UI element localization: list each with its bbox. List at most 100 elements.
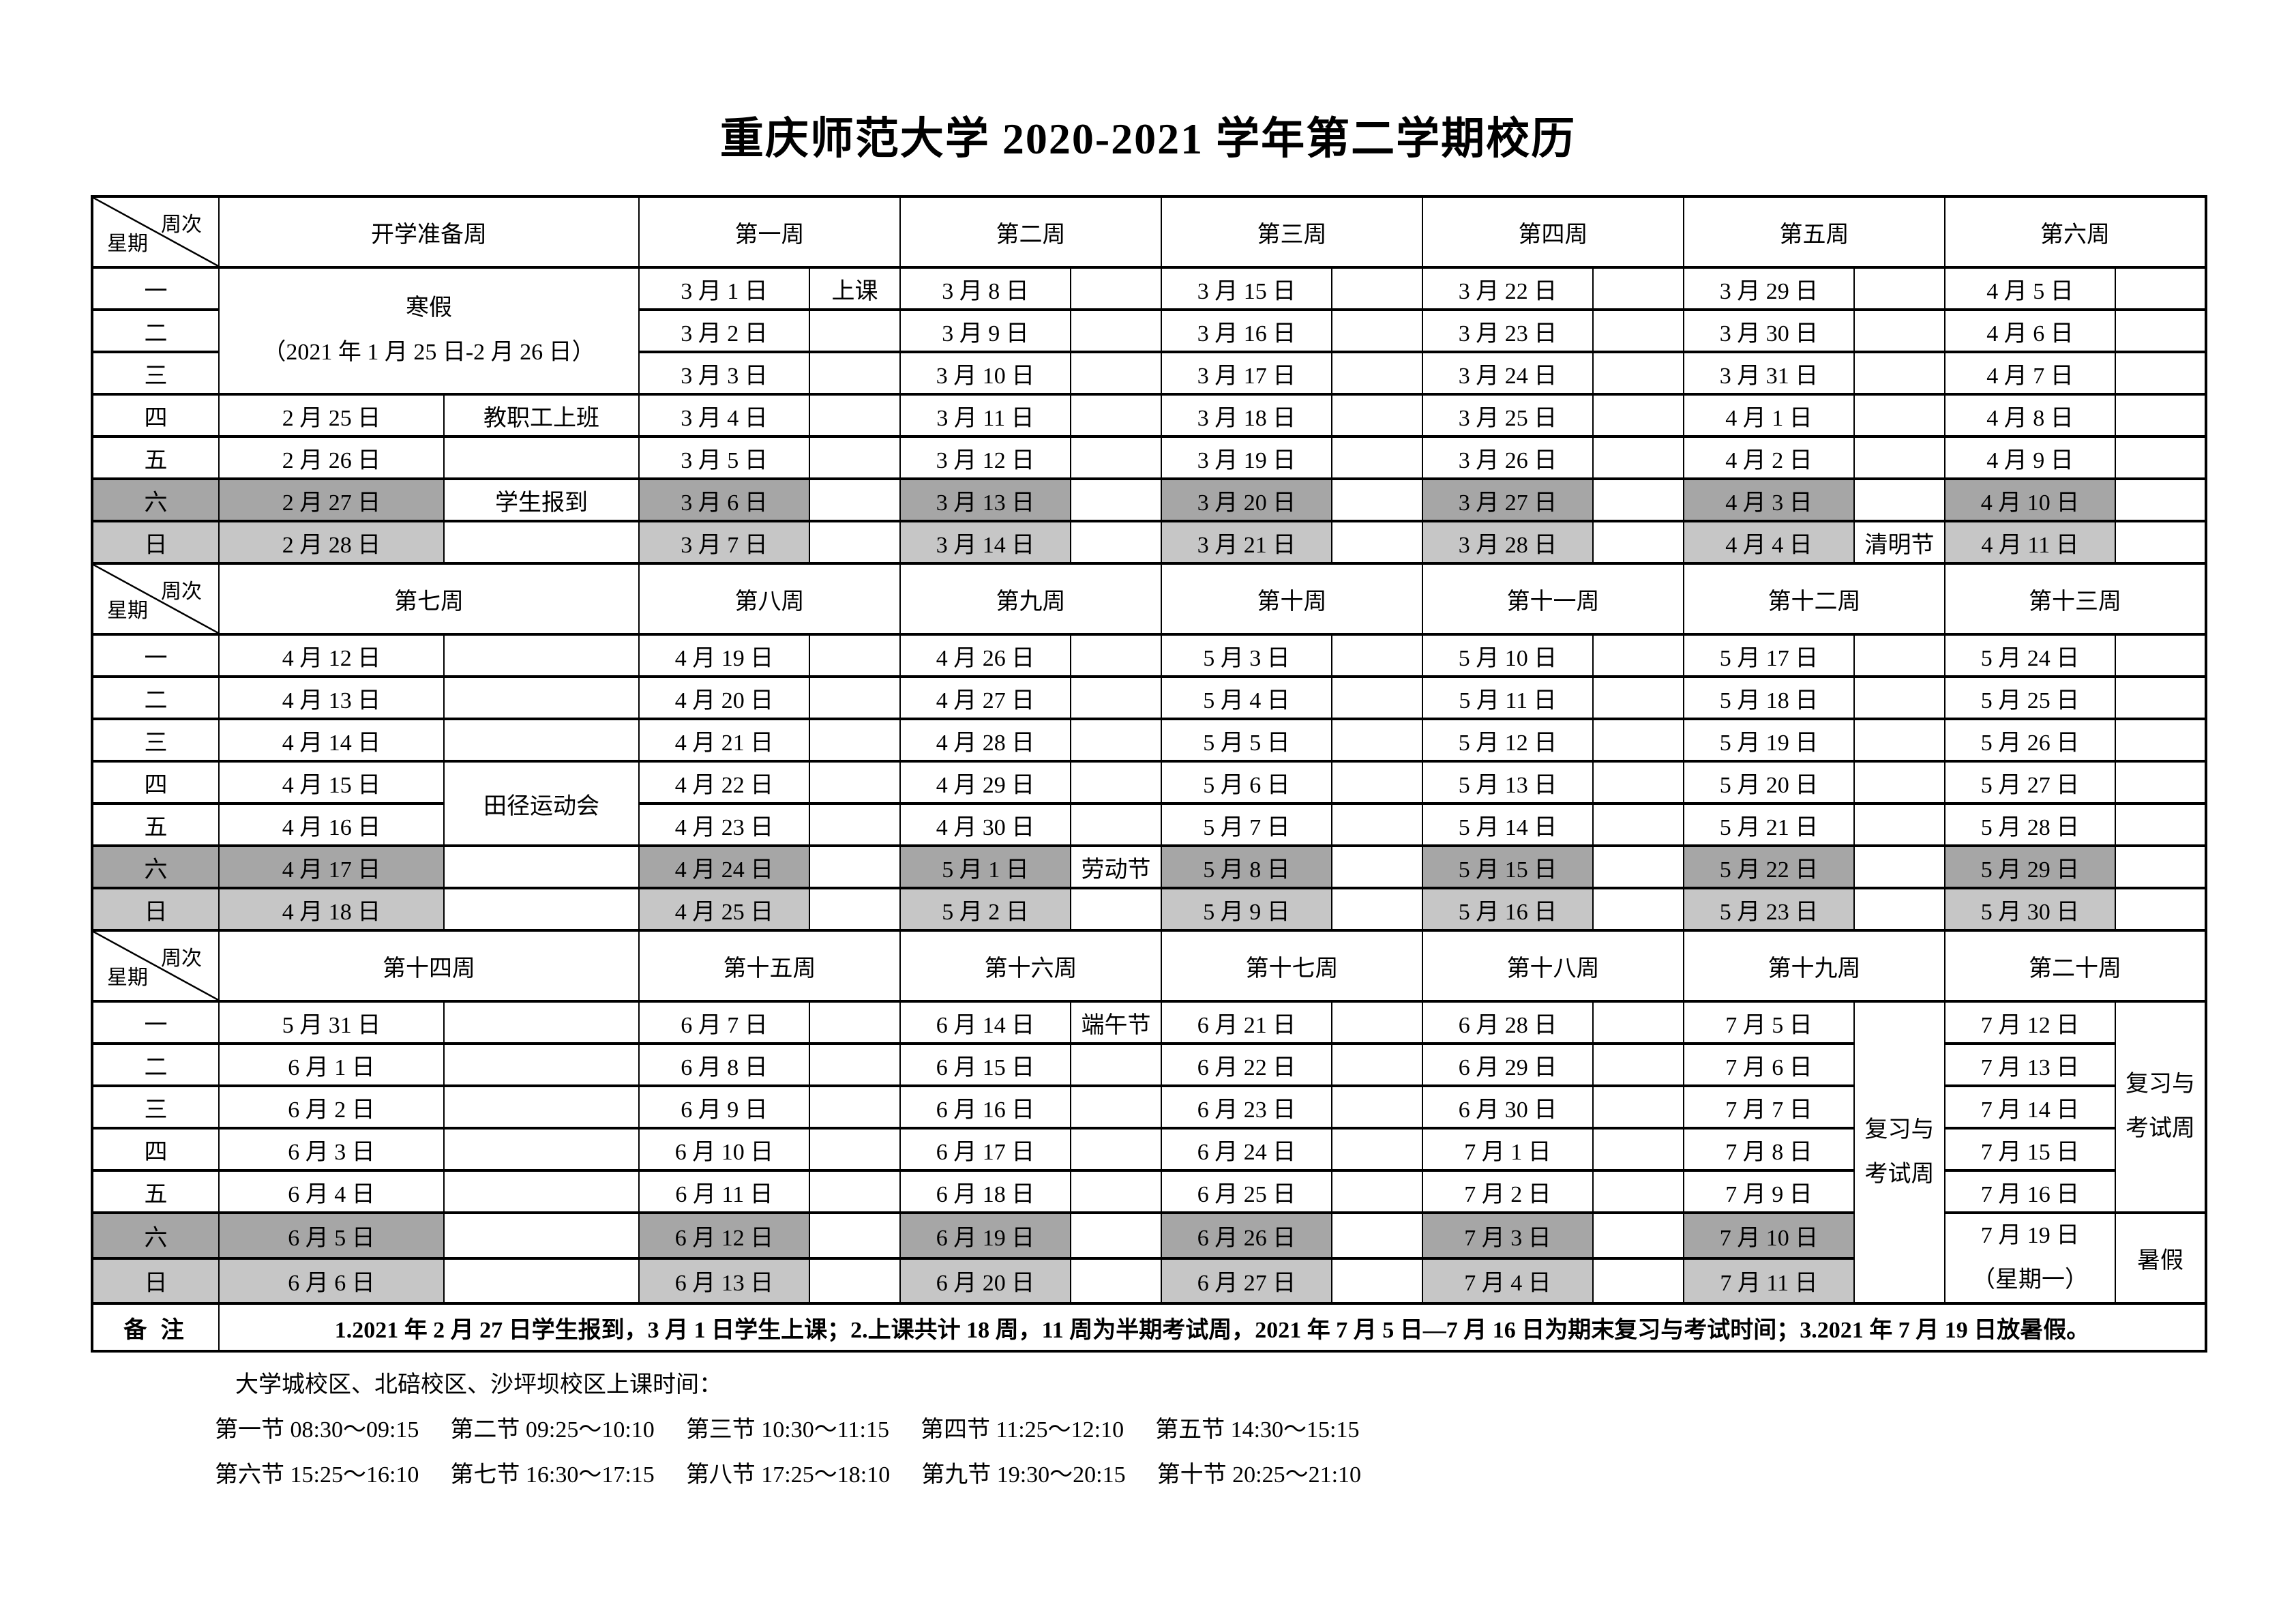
date-cell: 4 月 14 日 — [218, 718, 445, 763]
date-cell: 3 月 16 日 — [1161, 308, 1332, 353]
date-cell: 7 月 6 日 — [1683, 1042, 1855, 1087]
week-header-cell: 第四周 — [1422, 195, 1684, 269]
date-cell: 7 月 14 日 — [1944, 1084, 2116, 1130]
note-cell — [1070, 435, 1162, 480]
note-cell — [1853, 887, 1945, 932]
date-cell: 3 月 23 日 — [1422, 308, 1594, 353]
class-period: 第四节 11:25～12:10 — [920, 1417, 1124, 1443]
date-cell: 3 月 20 日 — [1161, 477, 1332, 522]
date-cell: 3 月 24 日 — [1422, 351, 1594, 396]
periods-line-1: 第一节 08:30～09:15 第二节 09:25～10:10 第三节 10:30～… — [215, 1413, 2296, 1448]
note-cell — [443, 675, 640, 720]
date-cell: 6 月 3 日 — [218, 1127, 445, 1172]
note-cell — [443, 633, 640, 678]
class-period: 第七节 16:30～17:15 — [450, 1462, 655, 1488]
date-cell: 6 月 21 日 — [1161, 1000, 1332, 1045]
note-cell — [1853, 435, 1945, 480]
date-cell: 3 月 13 日 — [899, 477, 1071, 522]
corner-cell: 周次 星期 — [91, 562, 220, 636]
page-title: 重庆师范大学 2020-2021 学年第二学期校历 — [719, 115, 1577, 163]
corner-label-weekday: 星期 — [107, 233, 148, 255]
date-cell: 3 月 5 日 — [638, 435, 810, 480]
note-cell — [809, 435, 901, 480]
section-header-row: 周次 星期 开学准备周 第一周 第二周 第三周 第四周 第五周 第六周 — [91, 195, 2207, 269]
date-cell: 4 月 30 日 — [899, 802, 1071, 847]
section-header-row: 周次 星期 第七周 第八周 第九周 第十周 第十一周 第十二周 第十三周 — [91, 562, 2207, 636]
week-header-cell: 第十六周 — [899, 929, 1162, 1003]
note-cell — [1331, 1084, 1423, 1130]
week-header-cell: 第六周 — [1944, 195, 2207, 269]
date-cell: 7 月 12 日 — [1944, 1000, 2116, 1045]
date-cell: 3 月 19 日 — [1161, 435, 1332, 480]
date-cell: 4 月 19 日 — [638, 633, 810, 678]
date-cell: 2 月 27 日 — [218, 477, 445, 522]
note-cell — [1070, 308, 1162, 353]
review-exam-week-cell: 复习与 考试周 — [1853, 999, 1945, 1305]
date-cell: 6 月 23 日 — [1161, 1084, 1332, 1130]
weekday-cell: 三 — [91, 1084, 220, 1130]
note-cell — [809, 477, 901, 522]
week-header-cell: 第十周 — [1161, 562, 1423, 636]
date-cell: 6 月 27 日 — [1161, 1256, 1332, 1305]
date-cell: 5 月 5 日 — [1161, 718, 1332, 763]
week-header-cell: 第九周 — [899, 562, 1162, 636]
date-cell: 3 月 8 日 — [899, 266, 1071, 311]
calendar-table: 周次 星期 开学准备周 第一周 第二周 第三周 第四周 第五周 第六周一寒假 （2021 年 1… — [91, 195, 2207, 1353]
date-cell: 4 月 3 日 — [1683, 477, 1855, 522]
note-cell — [809, 1042, 901, 1087]
note-cell — [1853, 633, 1945, 678]
weekday-cell: 五 — [91, 802, 220, 847]
note-cell — [1331, 308, 1423, 353]
date-cell: 5 月 2 日 — [899, 887, 1071, 932]
date-cell: 5 月 25 日 — [1944, 675, 2116, 720]
note-cell — [809, 308, 901, 353]
class-period: 第六节 15:25～16:10 — [215, 1462, 419, 1488]
week-header-cell: 第二周 — [899, 195, 1162, 269]
note-cell — [2115, 675, 2207, 720]
date-cell: 6 月 30 日 — [1422, 1084, 1594, 1130]
note-cell — [1331, 520, 1423, 565]
note-cell — [1070, 633, 1162, 678]
winter-vacation-cell: 寒假 （2021 年 1 月 25 日-2 月 26 日） — [218, 266, 640, 396]
note-cell — [1592, 1169, 1684, 1214]
note-cell — [2115, 887, 2207, 932]
date-cell: 3 月 31 日 — [1683, 351, 1855, 396]
note-cell — [2115, 393, 2207, 438]
corner-label-week-number: 周次 — [161, 213, 202, 236]
note-cell — [443, 435, 640, 480]
date-cell: 5 月 17 日 — [1683, 633, 1855, 678]
note-cell — [809, 1127, 901, 1172]
note-cell — [1331, 351, 1423, 396]
note-cell — [1070, 1256, 1162, 1305]
corner-label-week-number: 周次 — [161, 947, 202, 970]
sports-meet-cell: 田径运动会 — [443, 760, 640, 847]
date-cell: 3 月 29 日 — [1683, 266, 1855, 311]
date-cell: 3 月 12 日 — [899, 435, 1071, 480]
note-cell — [1331, 675, 1423, 720]
week-header-cell: 第十八周 — [1422, 929, 1684, 1003]
note-cell — [809, 1169, 901, 1214]
date-cell: 5 月 20 日 — [1683, 760, 1855, 805]
date-cell: 5 月 30 日 — [1944, 887, 2116, 932]
weekday-cell: 六 — [91, 477, 220, 522]
date-cell: 4 月 20 日 — [638, 675, 810, 720]
date-cell: 7 月 1 日 — [1422, 1127, 1594, 1172]
date-cell: 4 月 1 日 — [1683, 393, 1855, 438]
date-cell: 4 月 21 日 — [638, 718, 810, 763]
note-cell — [1592, 1084, 1684, 1130]
week-header-cell: 第十一周 — [1422, 562, 1684, 636]
week-header-cell: 第八周 — [638, 562, 901, 636]
date-cell: 6 月 15 日 — [899, 1042, 1071, 1087]
date-cell: 7 月 9 日 — [1683, 1169, 1855, 1214]
date-cell: 6 月 12 日 — [638, 1211, 810, 1260]
date-cell: 5 月 4 日 — [1161, 675, 1332, 720]
note-cell — [2115, 802, 2207, 847]
note-cell — [1331, 802, 1423, 847]
date-cell: 4 月 18 日 — [218, 887, 445, 932]
